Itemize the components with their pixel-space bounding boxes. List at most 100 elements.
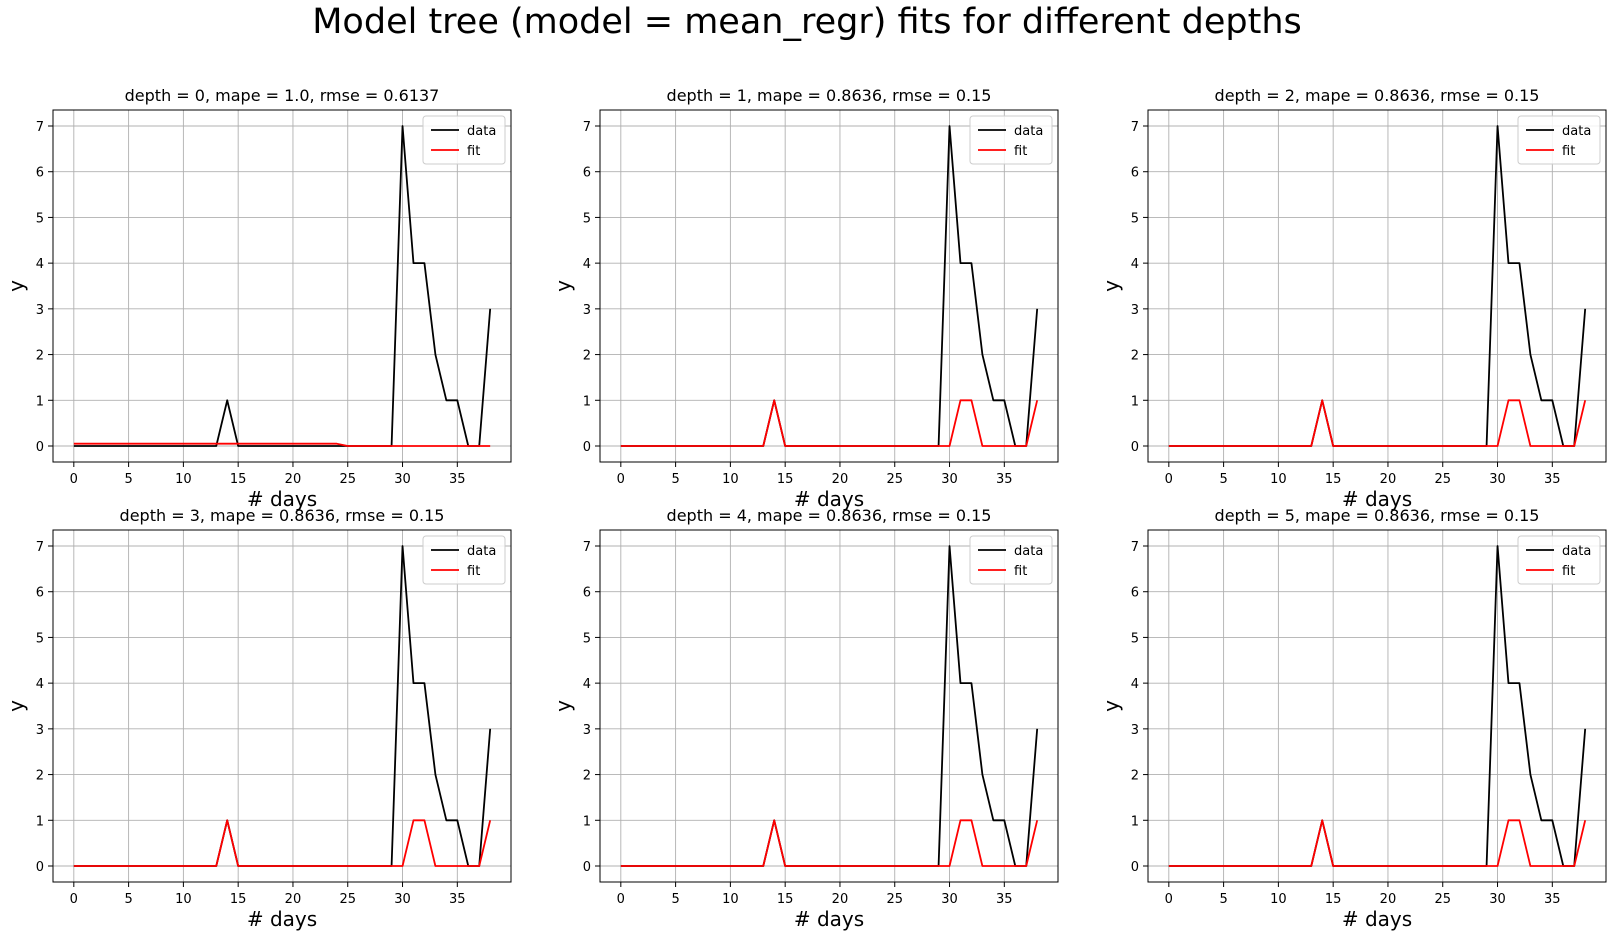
axes-frame: [1147, 529, 1607, 883]
x-tick-label: 25: [1434, 892, 1451, 907]
x-axis-label: # days: [247, 487, 317, 511]
legend-label-fit: fit: [467, 144, 480, 159]
legend-box: [1517, 115, 1601, 165]
y-tick-label: 0: [36, 860, 44, 875]
y-tick-label: 4: [36, 677, 44, 692]
series-line-fit: [1168, 399, 1587, 447]
axes-frame: [599, 529, 1059, 883]
legend-label-fit: fit: [1014, 144, 1027, 159]
y-tick-label: 2: [583, 769, 591, 784]
legend: data fit: [1517, 115, 1601, 165]
x-tick-label: 25: [886, 472, 903, 487]
legend-label-data: data: [467, 544, 496, 559]
legend-label-data: data: [1014, 544, 1043, 559]
subplot-0: 0 5 10 15 20 25 30 35 0 1 2 3 4 5 6 7 depth = 0, mape = …: [4, 86, 512, 511]
x-tick-label: 30: [941, 892, 958, 907]
figure-title: Model tree (model = mean_regr) fits for …: [312, 2, 1302, 42]
x-tick-label: 5: [1219, 892, 1227, 907]
x-tick-label: 20: [285, 892, 302, 907]
x-tick-label: 30: [1489, 892, 1506, 907]
legend-box: [969, 115, 1053, 165]
x-tick-label: 20: [1380, 892, 1397, 907]
x-tick-label: 30: [394, 892, 411, 907]
y-tick-label: 0: [583, 860, 591, 875]
x-tick-label: 5: [1219, 472, 1227, 487]
series-line-fit: [73, 442, 491, 447]
legend: data fit: [422, 535, 506, 585]
y-tick-label: 6: [36, 586, 44, 601]
x-tick-label: 35: [1544, 472, 1561, 487]
y-tick-label: 1: [36, 814, 44, 829]
series-line-data: [1168, 125, 1587, 447]
series-line-data: [73, 545, 492, 867]
x-tick-label: 10: [175, 472, 192, 487]
legend: data fit: [422, 115, 506, 165]
y-tick-label: 7: [583, 540, 591, 555]
legend-label-fit: fit: [1014, 564, 1027, 579]
y-tick-label: 5: [1131, 211, 1139, 226]
x-axis-label: # days: [794, 487, 864, 511]
y-tick-label: 7: [1131, 540, 1139, 555]
y-tick-label: 7: [36, 120, 44, 135]
y-tick-label: 4: [583, 677, 591, 692]
x-tick-label: 25: [339, 892, 356, 907]
y-tick-label: 0: [583, 440, 591, 455]
x-tick-label: 15: [230, 892, 247, 907]
y-axis-label: y: [1099, 280, 1123, 292]
x-tick-label: 0: [1165, 892, 1173, 907]
y-tick-label: 6: [1131, 166, 1139, 181]
x-tick-label: 0: [617, 472, 625, 487]
x-tick-label: 35: [996, 892, 1013, 907]
x-tick-label: 30: [1489, 472, 1506, 487]
x-tick-label: 35: [1544, 892, 1561, 907]
y-axis-label: y: [1099, 700, 1123, 712]
y-tick-label: 0: [36, 440, 44, 455]
y-tick-label: 2: [36, 769, 44, 784]
x-tick-label: 5: [124, 892, 132, 907]
x-tick-label: 5: [671, 472, 679, 487]
x-tick-label: 10: [722, 892, 739, 907]
x-tick-label: 0: [70, 892, 78, 907]
x-axis-label: # days: [247, 907, 317, 931]
legend-label-fit: fit: [467, 564, 480, 579]
y-tick-label: 6: [583, 166, 591, 181]
series-line-data: [620, 125, 1039, 447]
x-tick-label: 30: [394, 472, 411, 487]
series-line-data: [73, 125, 492, 447]
subplot-title: depth = 2, mape = 0.8636, rmse = 0.15: [1215, 86, 1540, 105]
x-tick-label: 35: [449, 892, 466, 907]
legend: data fit: [969, 115, 1053, 165]
y-axis-label: y: [4, 280, 28, 292]
x-tick-label: 25: [339, 472, 356, 487]
legend-box: [1517, 535, 1601, 585]
y-axis-label: y: [551, 280, 575, 292]
y-tick-label: 1: [1131, 394, 1139, 409]
y-tick-label: 1: [36, 394, 44, 409]
y-tick-label: 2: [583, 349, 591, 364]
y-tick-label: 5: [36, 211, 44, 226]
series-line-fit: [73, 819, 492, 867]
x-tick-label: 0: [1165, 472, 1173, 487]
subplot-3: 0 5 10 15 20 25 30 35 0 1 2 3 4 5 6 7 depth = 3, mape = …: [4, 506, 512, 931]
subplot-2: 0 5 10 15 20 25 30 35 0 1 2 3 4 5 6 7 depth = 2, mape = …: [1099, 86, 1607, 511]
subplot-title: depth = 3, mape = 0.8636, rmse = 0.15: [120, 506, 445, 525]
x-tick-label: 35: [996, 472, 1013, 487]
series-line-data: [1168, 545, 1587, 867]
legend-box: [422, 115, 506, 165]
legend-label-fit: fit: [1562, 564, 1575, 579]
x-axis-label: # days: [1342, 487, 1412, 511]
axes-frame: [1147, 109, 1607, 463]
y-tick-label: 3: [36, 723, 44, 738]
y-tick-label: 3: [583, 303, 591, 318]
x-tick-label: 25: [886, 892, 903, 907]
series-line-fit: [620, 819, 1039, 867]
y-tick-label: 6: [36, 166, 44, 181]
legend: data fit: [969, 535, 1053, 585]
subplot-5: 0 5 10 15 20 25 30 35 0 1 2 3 4 5 6 7 depth = 5, mape = …: [1099, 506, 1607, 931]
y-tick-label: 4: [1131, 257, 1139, 272]
y-tick-label: 5: [1131, 631, 1139, 646]
x-tick-label: 10: [1270, 892, 1287, 907]
y-tick-label: 3: [36, 303, 44, 318]
x-tick-label: 15: [1325, 892, 1342, 907]
legend-label-data: data: [1562, 544, 1591, 559]
